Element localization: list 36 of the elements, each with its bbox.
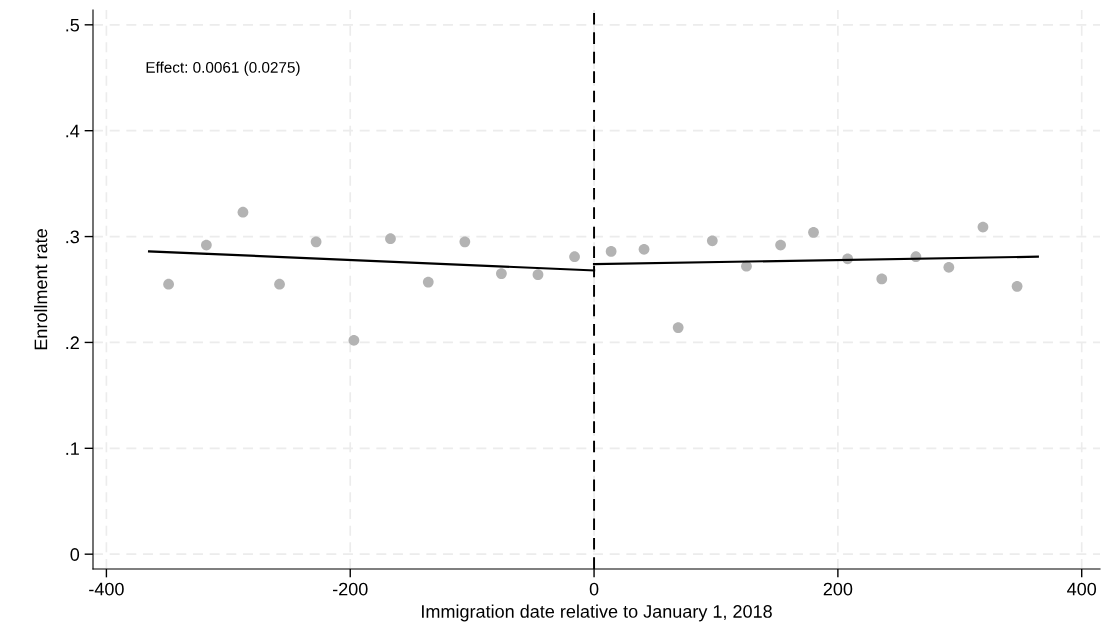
y-tick-label: .3 — [66, 230, 80, 244]
point — [569, 251, 580, 263]
annotation: Effect: 0.0061 (0.0275) — [146, 61, 300, 76]
point — [706, 235, 718, 247]
point — [605, 246, 617, 257]
x-tick-label: 200 — [823, 582, 853, 596]
y-tick-label: .4 — [66, 124, 80, 138]
y-axis-title: Enrollment rate — [34, 229, 48, 350]
point — [876, 273, 888, 285]
x-tick-label: -400 — [89, 582, 124, 596]
y-tick-label: .1 — [66, 442, 79, 455]
point — [977, 221, 989, 233]
point — [943, 261, 955, 273]
point — [348, 334, 360, 346]
x-tick-label: -200 — [332, 582, 368, 596]
point — [274, 278, 285, 290]
point — [672, 322, 684, 333]
point — [808, 226, 819, 238]
point — [459, 236, 471, 248]
point — [201, 239, 212, 251]
point — [163, 278, 174, 290]
point — [496, 268, 507, 279]
point — [422, 276, 434, 288]
point — [532, 269, 544, 281]
x-axis-title: Immigration date relative to January 1, 2018 — [422, 604, 772, 622]
point — [237, 206, 249, 218]
point — [638, 243, 650, 255]
point — [1011, 280, 1023, 292]
point — [310, 236, 322, 248]
point — [385, 233, 396, 245]
x-tick-label: 0 — [589, 582, 599, 596]
y-tick-label: .2 — [66, 336, 79, 349]
x-tick-label: 400 — [1067, 582, 1097, 596]
y-tick-label: 0 — [70, 548, 80, 561]
y-tick-label: .5 — [66, 18, 80, 32]
point — [775, 239, 786, 251]
